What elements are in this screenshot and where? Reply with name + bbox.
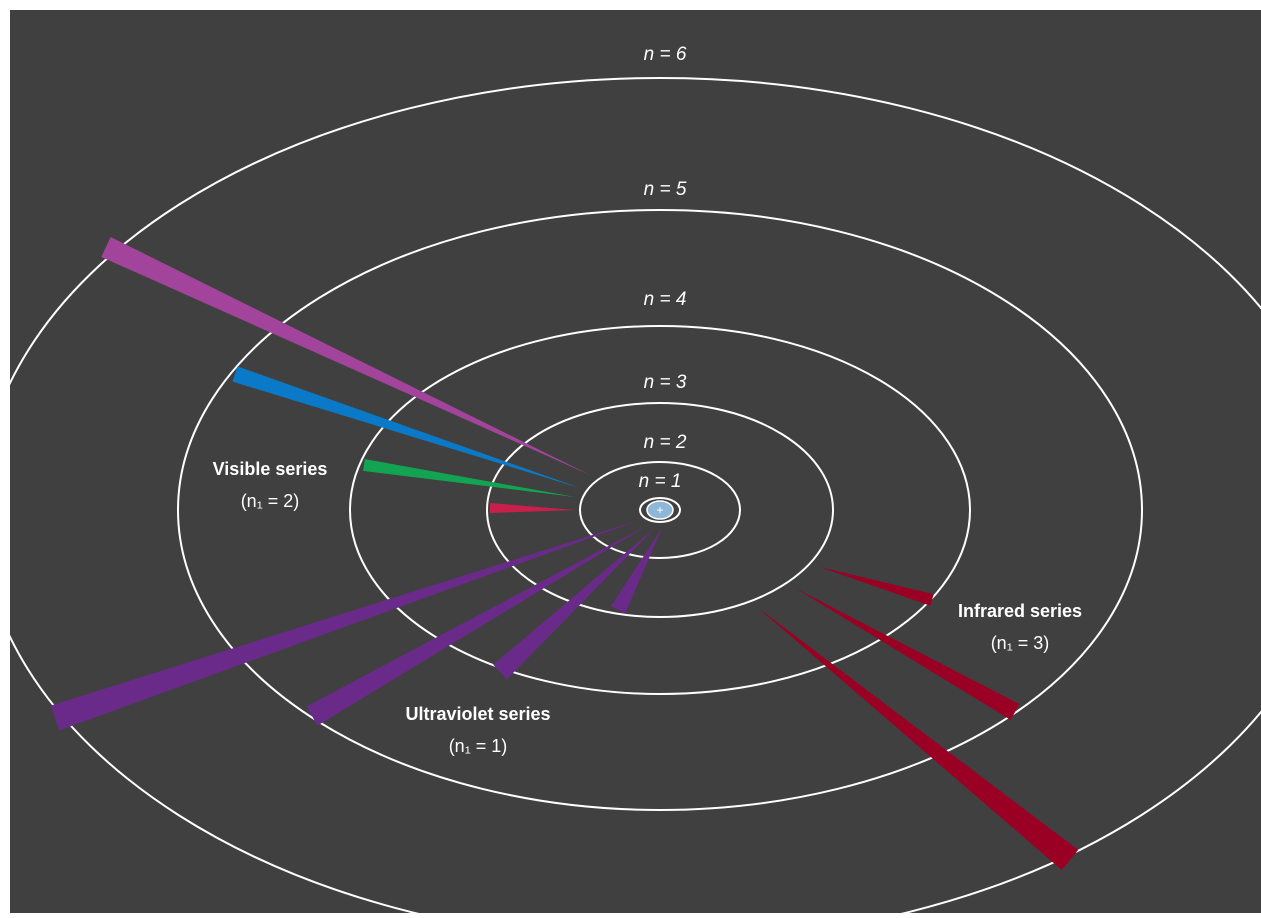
transition-arrow	[101, 237, 591, 475]
transition-arrow	[610, 528, 662, 614]
series-name: Visible series	[213, 459, 328, 479]
background	[10, 10, 1261, 913]
transition-arrow	[306, 525, 648, 726]
orbit-label: n = 5	[644, 179, 687, 200]
nucleus	[646, 500, 674, 520]
orbit-label: n = 4	[644, 289, 687, 310]
transition-arrow	[493, 528, 655, 680]
transition-arrow	[489, 503, 575, 513]
transition-arrow	[757, 607, 1079, 871]
transition-arrow	[820, 567, 934, 606]
orbit	[10, 77, 1261, 913]
transition-arrow	[232, 366, 581, 488]
orbit-label: n = 2	[644, 432, 687, 453]
orbit	[579, 461, 741, 559]
series-note: (n₁ = 1)	[449, 736, 508, 756]
orbit-label: n = 1	[639, 471, 682, 492]
orbit-label: n = 3	[644, 372, 687, 393]
orbit	[177, 209, 1143, 811]
transition-arrow	[795, 588, 1020, 720]
transition-arrow	[50, 520, 640, 731]
orbit	[349, 325, 971, 695]
series-name: Infrared series	[958, 601, 1082, 621]
series-note: (n₁ = 2)	[241, 491, 300, 511]
transition-arrow	[363, 459, 575, 497]
nucleus-sign: +	[656, 503, 663, 517]
label-group: n = 1 n = 2 n = 3 n = 4 n = 5 n = 6 Visible se…	[213, 44, 1082, 756]
orbit	[486, 402, 834, 618]
orbit-group	[10, 77, 1261, 913]
series-name: Ultraviolet series	[405, 704, 550, 724]
orbit-label: n = 6	[644, 44, 687, 65]
orbit	[639, 497, 681, 523]
series-note: (n₁ = 3)	[991, 633, 1050, 653]
